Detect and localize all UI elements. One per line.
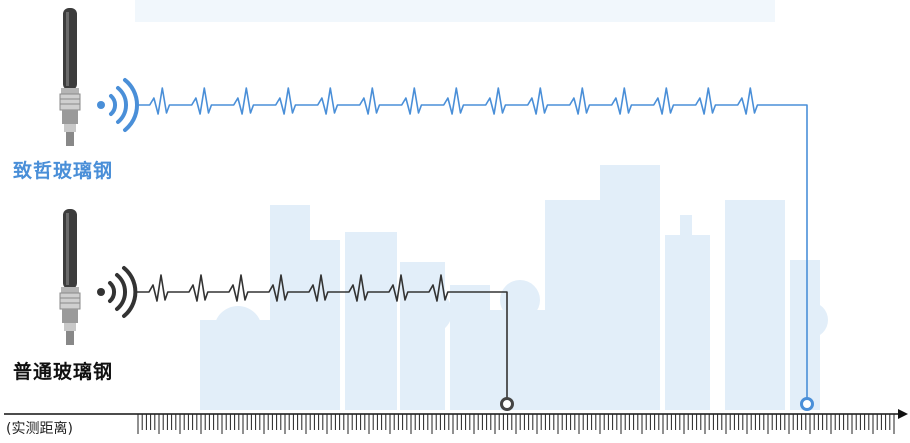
regular-antenna-label: 普通玻璃钢	[13, 361, 114, 383]
regular-antenna	[59, 209, 81, 345]
regular-range-marker	[500, 397, 514, 411]
wifi-signal-icon	[97, 266, 138, 318]
axis-label: (实测距离)	[6, 421, 73, 437]
city-skyline-background	[135, 0, 828, 410]
premium-antenna-label: 致哲玻璃钢	[13, 160, 114, 182]
premium-range-marker	[800, 397, 814, 411]
premium-signal-wave	[135, 87, 808, 398]
regular-signal-wave	[135, 274, 508, 398]
wifi-signal-icon	[97, 78, 139, 132]
premium-antenna	[59, 8, 81, 146]
distance-ruler	[4, 409, 908, 434]
